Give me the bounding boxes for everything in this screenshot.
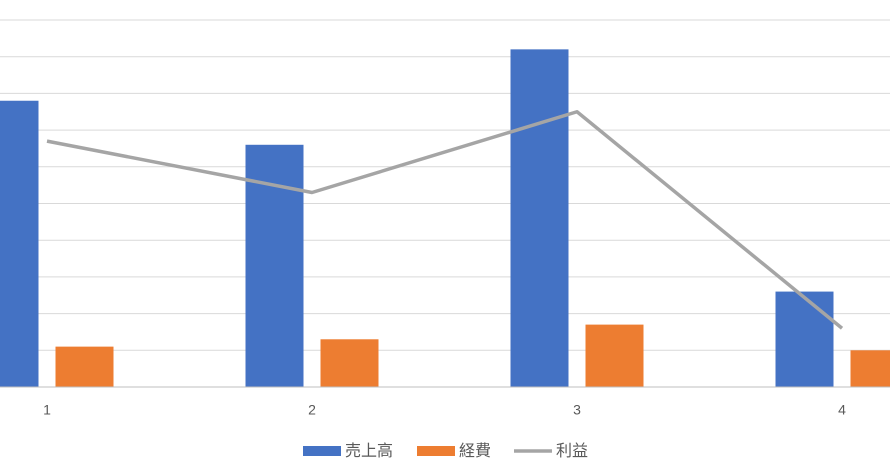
x-tick-label: 2 bbox=[308, 402, 316, 418]
legend-swatch bbox=[303, 446, 341, 456]
bar bbox=[775, 291, 834, 387]
x-tick-label: 4 bbox=[838, 402, 846, 418]
legend-label: 利益 bbox=[556, 442, 588, 460]
bar bbox=[510, 49, 569, 388]
legend-label: 売上高 bbox=[345, 442, 393, 460]
legend-label: 経費 bbox=[459, 442, 491, 460]
bar bbox=[585, 324, 644, 387]
x-tick-label: 3 bbox=[573, 402, 581, 418]
bar bbox=[55, 346, 114, 387]
legend-swatch bbox=[417, 446, 455, 456]
bar bbox=[0, 100, 39, 388]
bar bbox=[320, 339, 379, 387]
bar bbox=[850, 350, 890, 387]
legend: 売上高 経費 利益 bbox=[303, 442, 588, 460]
x-tick-label: 1 bbox=[43, 402, 51, 418]
line bbox=[46, 110, 844, 330]
